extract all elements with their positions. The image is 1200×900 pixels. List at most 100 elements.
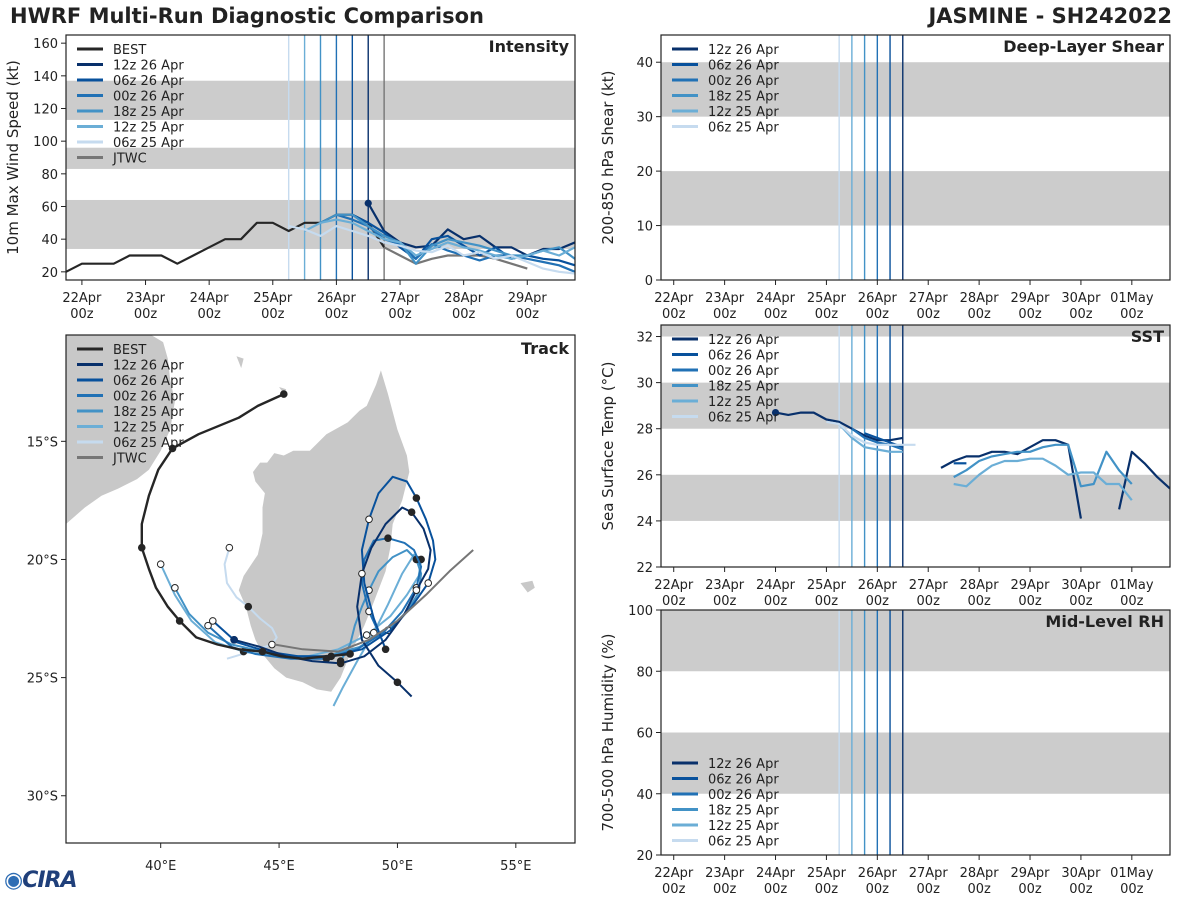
rh-band bbox=[661, 732, 1170, 794]
sst-band bbox=[661, 325, 1170, 337]
sst-xtick-label-hour: 00z bbox=[917, 594, 941, 609]
sst-ytick-label: 26 bbox=[636, 469, 653, 484]
sst-series-line bbox=[826, 420, 916, 446]
track-day-marker bbox=[280, 390, 288, 398]
shear-xtick-label-date: 27Apr bbox=[909, 291, 949, 306]
rh-legend-label: 06z 26 Apr bbox=[708, 773, 779, 788]
track-map-area bbox=[66, 335, 535, 707]
intensity-ytick-label: 80 bbox=[41, 168, 58, 183]
intensity-series-marker bbox=[364, 199, 372, 207]
intensity-series-line bbox=[383, 246, 528, 270]
shear-panel-title: Deep-Layer Shear bbox=[1003, 37, 1164, 56]
shear-xtick-label-date: 23Apr bbox=[705, 291, 745, 306]
shear-panel: 01020304022Apr00z23Apr00z24Apr00z25Apr00… bbox=[599, 34, 1171, 322]
rh-legend-label: 00z 26 Apr bbox=[708, 788, 779, 803]
shear-ytick-label: 10 bbox=[636, 220, 653, 235]
rh-xtick-label-date: 22Apr bbox=[654, 866, 694, 881]
intensity-legend-label: 12z 25 Apr bbox=[113, 121, 184, 136]
sst-ytick-label: 30 bbox=[636, 377, 653, 392]
track-legend-label: BEST bbox=[113, 343, 146, 358]
track-line bbox=[223, 547, 278, 660]
rh-xtick-label-hour: 00z bbox=[866, 882, 890, 897]
rh-panel: 2040608010022Apr00z23Apr00z24Apr00z25Apr… bbox=[599, 604, 1171, 897]
track-day-marker bbox=[346, 650, 354, 658]
sst-xtick-label-date: 22Apr bbox=[654, 578, 694, 593]
rh-xtick-label-hour: 00z bbox=[713, 882, 737, 897]
rh-xtick-label-date: 28Apr bbox=[960, 866, 1000, 881]
intensity-xtick-label-hour: 00z bbox=[388, 307, 412, 322]
track-day-marker bbox=[268, 640, 276, 649]
intensity-series-line bbox=[320, 213, 575, 265]
sst-series-line bbox=[838, 423, 903, 453]
rh-xtick-label-hour: 00z bbox=[764, 882, 788, 897]
shear-xtick-label-hour: 00z bbox=[1069, 307, 1093, 322]
track-day-marker bbox=[336, 659, 345, 668]
track-day-marker bbox=[362, 631, 371, 639]
track-day-marker bbox=[137, 543, 146, 552]
shear-xtick-label-date: 25Apr bbox=[807, 291, 847, 306]
shear-xtick-label-hour: 00z bbox=[764, 307, 788, 322]
track-day-marker bbox=[393, 678, 402, 687]
rh-xtick-label-hour: 00z bbox=[967, 882, 991, 897]
sst-xtick-label-date: 26Apr bbox=[858, 578, 898, 593]
shear-xtick-label-hour: 00z bbox=[1018, 307, 1042, 322]
track-xtick-label: 40°E bbox=[145, 859, 176, 874]
shear-xtick-label-date: 26Apr bbox=[858, 291, 898, 306]
shear-xtick-label-date: 30Apr bbox=[1061, 291, 1101, 306]
rh-band bbox=[661, 610, 1170, 672]
logo-ring-icon: ◉ bbox=[4, 868, 23, 893]
shear-xtick-label-date: 29Apr bbox=[1011, 291, 1051, 306]
rh-xtick-label-hour: 00z bbox=[917, 882, 941, 897]
shear-band bbox=[661, 171, 1170, 226]
sst-legend-label: 12z 26 Apr bbox=[708, 333, 779, 348]
rh-xtick-label-date: 26Apr bbox=[858, 866, 898, 881]
sst-panel: 22242628303222Apr00z23Apr00z24Apr00z25Ap… bbox=[599, 324, 1171, 609]
intensity-legend-label: 06z 25 Apr bbox=[113, 136, 184, 151]
rh-ytick-label: 100 bbox=[628, 604, 653, 619]
shear-xtick-label-hour: 00z bbox=[815, 307, 839, 322]
track-line bbox=[233, 506, 432, 698]
intensity-xtick-label-date: 27Apr bbox=[381, 291, 421, 306]
shear-ytick-label: 30 bbox=[636, 111, 653, 126]
intensity-xtick-label-hour: 00z bbox=[452, 307, 476, 322]
sst-xtick-label-hour: 00z bbox=[662, 594, 686, 609]
sst-series-line bbox=[1118, 450, 1170, 510]
shear-legend-label: 12z 25 Apr bbox=[708, 105, 779, 120]
rh-ytick-label: 40 bbox=[636, 788, 653, 803]
track-day-marker bbox=[407, 508, 416, 517]
sst-panel-title: SST bbox=[1131, 327, 1164, 346]
rh-xtick-label-hour: 00z bbox=[662, 882, 686, 897]
intensity-xtick-label-hour: 00z bbox=[70, 307, 94, 322]
shear-xtick-label-date: 28Apr bbox=[960, 291, 1000, 306]
rh-ytick-label: 20 bbox=[636, 849, 653, 864]
sst-legend-label: 12z 25 Apr bbox=[708, 395, 779, 410]
rh-legend-label: 12z 26 Apr bbox=[708, 757, 779, 772]
intensity-ytick-label: 160 bbox=[33, 37, 58, 52]
shear-legend-label: 06z 26 Apr bbox=[708, 59, 779, 74]
sst-legend-label: 18z 25 Apr bbox=[708, 380, 779, 395]
sst-series-line bbox=[953, 443, 1133, 488]
sst-legend-label: 06z 26 Apr bbox=[708, 349, 779, 364]
rh-xtick-label-date: 29Apr bbox=[1011, 866, 1051, 881]
track-day-marker bbox=[156, 560, 165, 568]
intensity-legend-label: JTWC bbox=[112, 152, 147, 167]
shear-ylabel: 200-850 hPa Shear (kt) bbox=[599, 71, 617, 245]
intensity-ytick-label: 140 bbox=[33, 70, 58, 85]
track-day-marker bbox=[358, 569, 366, 578]
track-day-marker bbox=[424, 579, 433, 587]
track-line bbox=[274, 549, 474, 653]
intensity-xtick-label-date: 28Apr bbox=[444, 291, 484, 306]
landmass-mozambique bbox=[66, 335, 175, 524]
shear-xtick-label-hour: 00z bbox=[662, 307, 686, 322]
rh-legend-label: 06z 25 Apr bbox=[708, 835, 779, 850]
shear-xtick-label-hour: 00z bbox=[967, 307, 991, 322]
intensity-ytick-label: 100 bbox=[33, 135, 58, 150]
sst-xtick-label-hour: 00z bbox=[967, 594, 991, 609]
intensity-xtick-label-hour: 00z bbox=[325, 307, 349, 322]
intensity-xtick-label-date: 23Apr bbox=[126, 291, 166, 306]
track-day-marker bbox=[365, 515, 373, 524]
sst-series-line bbox=[953, 457, 1133, 501]
sst-ytick-label: 28 bbox=[636, 423, 653, 438]
rh-xtick-label-hour: 00z bbox=[1120, 882, 1144, 897]
